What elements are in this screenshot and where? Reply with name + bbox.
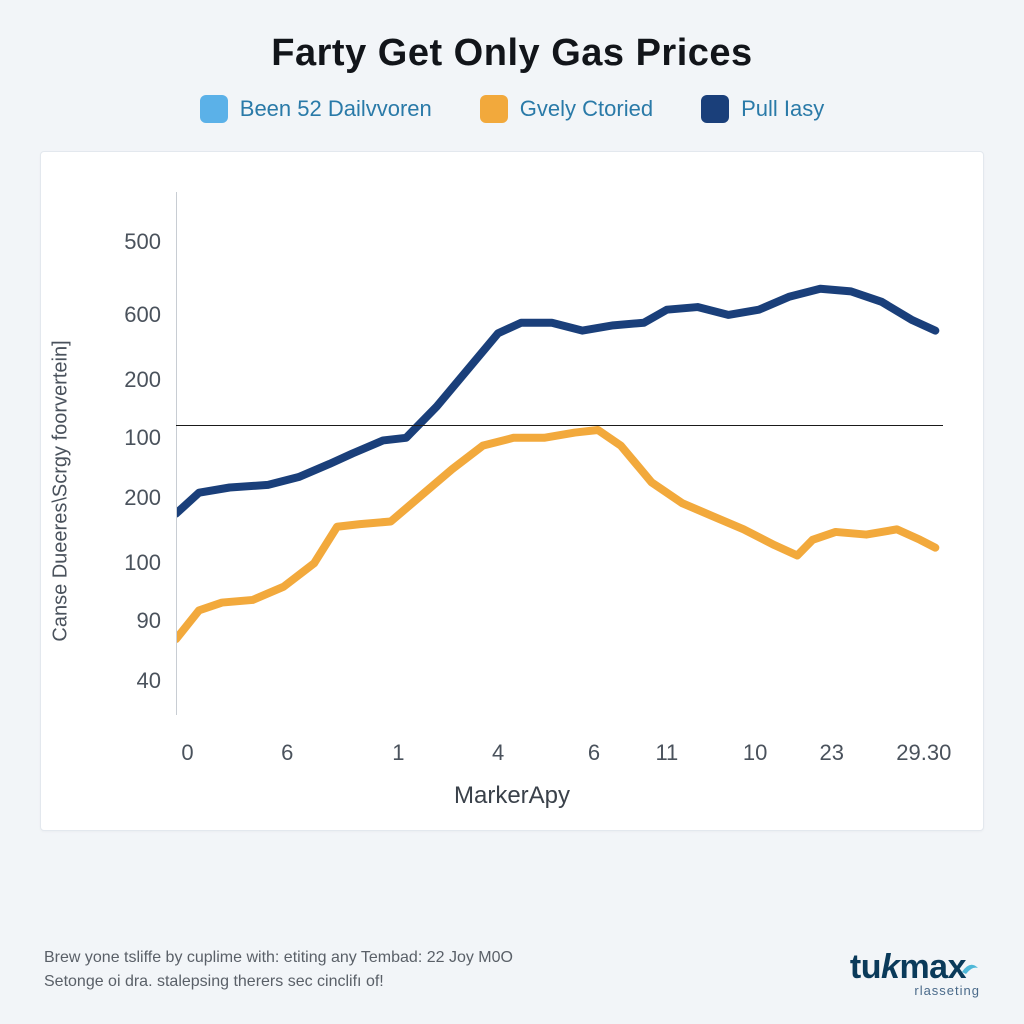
chart-card: Canse Dueeres\Scrgy foorvertein] 5006002… <box>40 151 984 831</box>
legend: Been 52 Dailvvoren Gvely Ctoried Pull Iasy <box>0 95 1024 123</box>
y-tick-label: 200 <box>124 367 161 393</box>
series-line <box>176 430 935 639</box>
x-tick-label: 10 <box>743 740 767 766</box>
legend-item: Pull Iasy <box>701 95 824 123</box>
x-axis-label: MarkerApy <box>454 782 570 810</box>
footer-line-2: Setonge oi dra. stalepsing therers sec c… <box>44 970 513 994</box>
y-tick-label: 100 <box>124 550 161 576</box>
legend-item: Been 52 Dailvvoren <box>200 95 432 123</box>
y-ticks: 500 600 200 100 200 100 90 40 <box>41 192 171 715</box>
y-tick-label: 40 <box>137 668 161 694</box>
plot-area <box>176 192 943 715</box>
legend-label: Gvely Ctoried <box>520 96 653 122</box>
x-tick-label: 4 <box>492 740 504 766</box>
legend-swatch <box>701 95 729 123</box>
legend-label: Pull Iasy <box>741 96 824 122</box>
y-tick-label: 90 <box>137 608 161 634</box>
plot-svg <box>176 192 943 715</box>
legend-item: Gvely Ctoried <box>480 95 653 123</box>
footer-text: Brew yone tsliffe by cuplime with: etiti… <box>44 946 513 994</box>
y-tick-label: 600 <box>124 302 161 328</box>
legend-swatch <box>200 95 228 123</box>
y-axis-line <box>176 192 177 715</box>
brand-logo: tukmax rlasseting <box>850 948 980 998</box>
x-tick-label: 11 <box>655 740 678 766</box>
series-line <box>176 289 935 514</box>
x-tick-label: 6 <box>281 740 293 766</box>
reference-line <box>176 425 943 426</box>
x-tick-label: 6 <box>588 740 600 766</box>
x-tick-label: 29.30 <box>896 740 951 766</box>
x-tick-label: 0 <box>181 740 193 766</box>
brand-name: tukmax <box>850 948 980 987</box>
legend-swatch <box>480 95 508 123</box>
y-tick-label: 500 <box>124 229 161 255</box>
x-tick-label: 23 <box>820 740 844 766</box>
y-tick-label: 100 <box>124 425 161 451</box>
footer-line-1: Brew yone tsliffe by cuplime with: etiti… <box>44 946 513 970</box>
brand-accent-icon <box>960 948 980 968</box>
chart-title: Farty Get Only Gas Prices <box>0 0 1024 75</box>
x-tick-label: 1 <box>392 740 404 766</box>
legend-label: Been 52 Dailvvoren <box>240 96 432 122</box>
x-ticks: 0614611102329.30 <box>176 740 943 770</box>
y-tick-label: 200 <box>124 485 161 511</box>
